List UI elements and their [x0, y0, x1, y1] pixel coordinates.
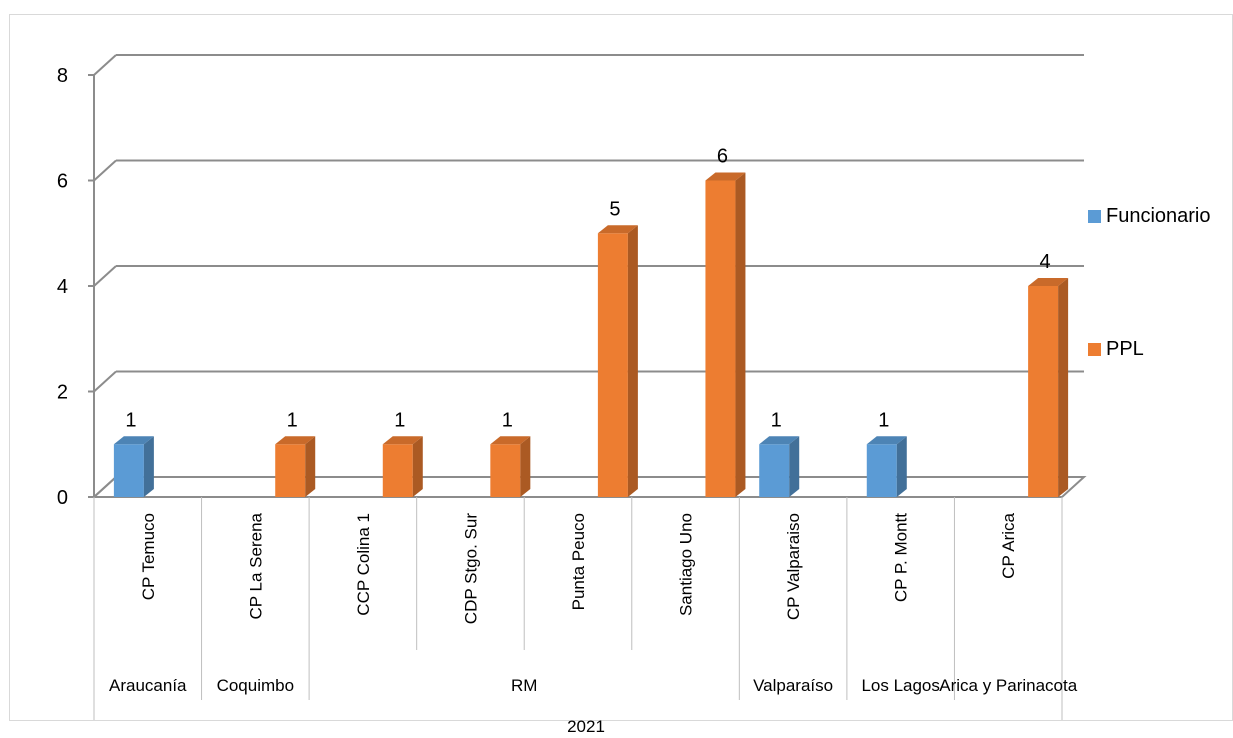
data-label: 6 — [717, 146, 728, 168]
data-label: 4 — [1040, 251, 1051, 273]
bar-top — [705, 172, 746, 181]
top-group-label: 2021 — [567, 717, 605, 736]
bars — [113, 172, 1069, 497]
y-tick-label: 0 — [57, 487, 68, 509]
y-tick-labels: 0 2 4 6 8 — [57, 65, 68, 509]
bar-front — [113, 444, 144, 497]
group-label: Los Lagos — [861, 676, 939, 695]
bar-side — [627, 225, 638, 497]
bar-side — [412, 436, 423, 497]
group-label: Valparaíso — [753, 676, 833, 695]
category-label: CP Arica — [999, 512, 1018, 578]
category-label: CDP Stgo. Sur — [461, 513, 480, 625]
bar-side — [305, 436, 316, 497]
bar-top — [759, 436, 800, 445]
axes — [88, 74, 1087, 498]
data-label: 1 — [502, 409, 513, 431]
bar-top — [113, 436, 154, 445]
legend-swatch — [1088, 343, 1101, 356]
bar-top — [1028, 278, 1069, 286]
group-label: Arica y Parinacota — [939, 676, 1077, 695]
data-label: 1 — [878, 409, 889, 431]
gridline-depth — [93, 54, 117, 76]
bar-front — [1028, 286, 1059, 497]
bar-side — [143, 436, 154, 497]
bar-top — [382, 436, 423, 445]
category-label: Punta Peuco — [569, 513, 588, 610]
group-label: RM — [511, 676, 537, 695]
gridline-depth — [93, 265, 117, 287]
bar-front — [490, 444, 521, 497]
bar-top — [866, 436, 907, 445]
bar-front — [275, 444, 306, 497]
gridlines — [93, 54, 1084, 498]
group-labels: Araucanía Coquimbo RM Valparaíso Los Lagos Ar… — [109, 676, 1078, 695]
bar-top — [597, 225, 638, 234]
y-tick-label: 4 — [57, 276, 68, 298]
y-tick-label: 8 — [57, 65, 68, 87]
bar-front — [759, 444, 790, 497]
group-label: Araucanía — [109, 676, 187, 695]
data-label: 1 — [125, 409, 136, 431]
bar-side — [896, 436, 907, 497]
category-label: CP Valparaiso — [784, 513, 803, 620]
bar-front — [866, 444, 897, 497]
gridline-depth — [93, 370, 117, 393]
data-label: 1 — [287, 409, 298, 431]
bar-front — [382, 444, 413, 497]
bar-side — [520, 436, 531, 497]
category-axis-table — [93, 497, 1063, 720]
floor — [91, 476, 1087, 498]
category-labels: CP Temuco CP La Serena CCP Colina 1 CDP Stg… — [139, 512, 1018, 624]
bar-top — [275, 436, 316, 445]
legend-label: Funcionario — [1106, 205, 1211, 227]
legend: Funcionario PPL — [1088, 205, 1211, 360]
y-tick-label: 6 — [57, 171, 68, 193]
data-label: 5 — [609, 198, 620, 220]
data-label: 1 — [394, 409, 405, 431]
category-label: Santiago Uno — [677, 513, 696, 616]
bar-top — [490, 436, 531, 445]
category-label: CP La Serena — [246, 512, 265, 619]
category-label: CP Temuco — [139, 513, 158, 600]
bar-front — [597, 233, 628, 497]
bar-side — [789, 436, 800, 497]
bar-side — [735, 172, 746, 497]
gridline-depth — [93, 159, 117, 182]
data-labels: 1 1 1 1 5 6 1 1 4 — [125, 146, 1050, 432]
data-label: 1 — [771, 409, 782, 431]
legend-label: PPL — [1106, 338, 1144, 360]
category-label: CP P. Montt — [892, 513, 911, 602]
bar-side — [1058, 278, 1069, 497]
bar-front — [705, 180, 736, 497]
group-label: Coquimbo — [217, 676, 295, 695]
y-tick-label: 2 — [57, 382, 68, 404]
legend-swatch — [1088, 210, 1101, 223]
category-label: CCP Colina 1 — [354, 513, 373, 616]
